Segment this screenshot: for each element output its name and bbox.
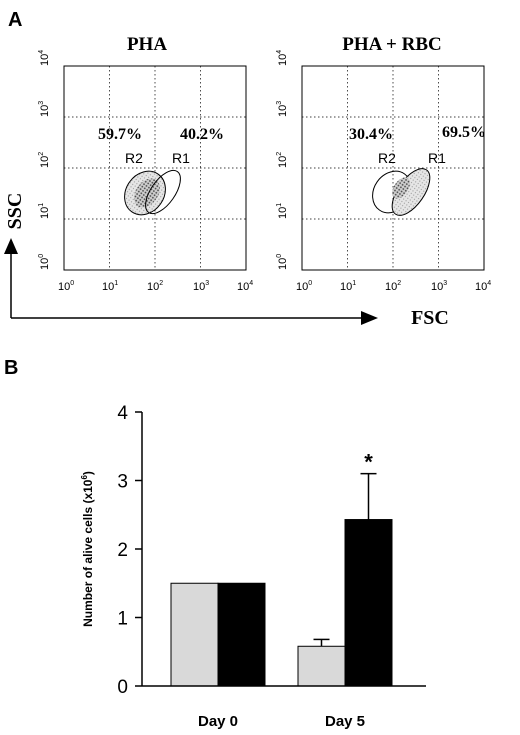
x-tick-label: 104 xyxy=(237,280,253,293)
svg-text:101: 101 xyxy=(38,203,51,219)
svg-text:103: 103 xyxy=(38,101,51,117)
bar-x-labels: Day 0 Day 5 xyxy=(198,713,365,730)
x-tick-label: 104 xyxy=(475,280,491,293)
gate-r2-percent: 59.7% xyxy=(98,126,142,143)
bar xyxy=(344,519,393,687)
x-tick-label: 102 xyxy=(147,280,163,293)
plot-gridlines xyxy=(302,66,484,270)
y-tick-label: 1 xyxy=(117,609,128,630)
svg-text:101: 101 xyxy=(276,203,289,219)
flow-plot-pha: PHA 59.7% 40.2% R2 R1 100 101 xyxy=(38,34,253,293)
svg-text:104: 104 xyxy=(276,50,289,66)
svg-text:100: 100 xyxy=(276,254,289,270)
svg-text:102: 102 xyxy=(38,152,51,168)
y-tick-label: 100 xyxy=(38,254,51,270)
y-tick-label: 102 xyxy=(38,152,51,168)
bar-marks: * xyxy=(170,450,393,687)
bar-chart: Number of alive cells (x106) * 0 1 2 3 4 Day… xyxy=(80,403,426,730)
svg-text:100: 100 xyxy=(38,254,51,270)
plot-gridlines xyxy=(64,66,246,270)
gate-r2-label: R2 xyxy=(378,150,396,166)
bar-y-ticks: 0 1 2 3 4 xyxy=(117,403,142,698)
y-tick-label: 3 xyxy=(117,472,128,493)
flow-plot-pha-rbc: PHA + RBC 30.4% 69.5% R2 R1 100 101 xyxy=(276,34,491,293)
y-tick-label: 103 xyxy=(38,101,51,117)
x-tick-label: 103 xyxy=(431,280,447,293)
y-tick-label: 100 xyxy=(276,254,289,270)
gate-r1-label: R1 xyxy=(172,150,190,166)
gate-r1-percent: 40.2% xyxy=(180,126,224,143)
svg-text:104: 104 xyxy=(38,50,51,66)
x-axis-ticks: 100 101 102 103 104 xyxy=(58,280,253,293)
gate-r1-label: R1 xyxy=(428,150,446,166)
bar xyxy=(297,645,346,687)
y-tick-label: 104 xyxy=(38,50,51,66)
x-category-label: Day 5 xyxy=(325,713,365,730)
y-tick-label: 102 xyxy=(276,152,289,168)
y-tick-label: 104 xyxy=(276,50,289,66)
gate-r1-ellipse xyxy=(145,169,181,215)
svg-text:SSC: SSC xyxy=(4,193,26,230)
x-tick-label: 100 xyxy=(296,280,312,293)
plot-title: PHA + RBC xyxy=(342,34,442,55)
x-tick-label: 102 xyxy=(385,280,401,293)
x-tick-label: 100 xyxy=(58,280,74,293)
bar xyxy=(217,582,266,687)
plot-title: PHA xyxy=(127,34,167,55)
x-tick-label: 103 xyxy=(193,280,209,293)
svg-text:102: 102 xyxy=(276,152,289,168)
fsc-axis-label: FSC xyxy=(411,307,449,329)
x-tick-label: 101 xyxy=(340,280,356,293)
bar xyxy=(170,582,219,687)
panel-b-letter: B xyxy=(4,357,18,379)
fsc-axis-arrow xyxy=(11,311,378,325)
panel-a-letter: A xyxy=(8,9,22,31)
gate-r1-percent: 69.5% xyxy=(442,124,486,141)
y-tick-label: 103 xyxy=(276,101,289,117)
y-axis-ticks: 100 101 102 103 104 xyxy=(38,50,51,270)
gate-r2-percent: 30.4% xyxy=(349,126,393,143)
y-tick-label: 101 xyxy=(38,203,51,219)
bar-ylabel: Number of alive cells (x106) xyxy=(80,471,95,627)
svg-text:103: 103 xyxy=(276,101,289,117)
gate-r2-label: R2 xyxy=(125,150,143,166)
gate-r1-ellipse xyxy=(391,168,431,216)
y-tick-label: 4 xyxy=(117,403,128,424)
x-category-label: Day 0 xyxy=(198,713,238,730)
x-axis-ticks: 100 101 102 103 104 xyxy=(296,280,491,293)
y-tick-label: 0 xyxy=(117,677,128,698)
x-tick-label: 101 xyxy=(102,280,118,293)
significance-marker: * xyxy=(364,450,373,475)
ssc-axis-label: SSC xyxy=(4,193,26,230)
ssc-axis-arrow xyxy=(4,238,18,318)
gate-r2-ellipse xyxy=(124,170,166,216)
y-axis-ticks: 100 101 102 103 104 xyxy=(276,50,289,270)
y-tick-label: 2 xyxy=(117,540,128,561)
y-tick-label: 101 xyxy=(276,203,289,219)
svg-text:Number of alive cells (x106): Number of alive cells (x106) xyxy=(80,471,95,627)
